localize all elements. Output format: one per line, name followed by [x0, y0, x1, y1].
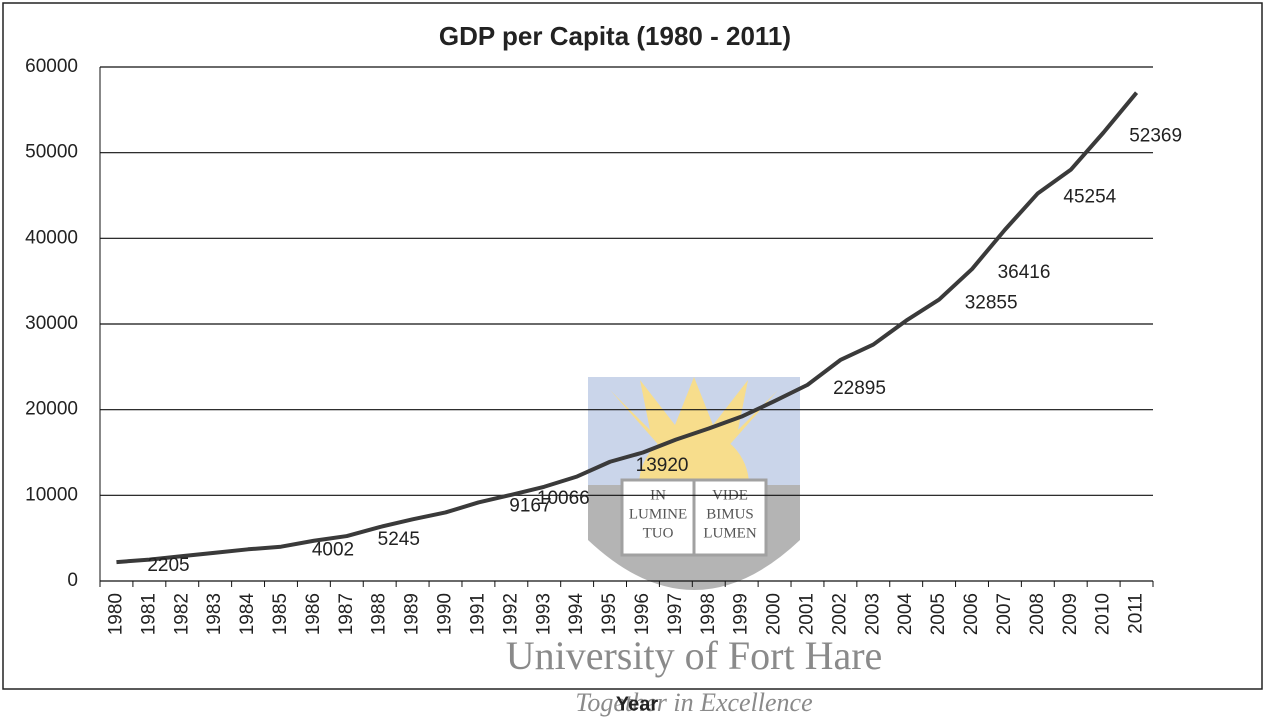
watermark-name: University of Fort Hare: [506, 633, 883, 678]
x-tick-label: 2004: [895, 593, 916, 636]
data-label: 2205: [147, 555, 189, 576]
x-tick-label: 1991: [467, 593, 488, 635]
y-tick-label: 60000: [25, 56, 78, 77]
y-tick-label: 40000: [25, 227, 78, 248]
y-tick-label: 10000: [25, 484, 78, 505]
x-tick-label: 1995: [599, 593, 620, 635]
x-tick-label: 1981: [138, 593, 159, 635]
x-tick-label: 1998: [698, 593, 719, 635]
x-tick-label: 1997: [665, 593, 686, 635]
chart-border: [2, 2, 1263, 690]
x-tick-label: 1983: [204, 593, 225, 635]
x-tick-label: 1989: [402, 593, 423, 635]
x-tick-label: 2005: [928, 593, 949, 635]
x-tick-label: 2010: [1093, 593, 1114, 635]
data-label: 52369: [1129, 125, 1182, 146]
x-tick-label: 1993: [533, 593, 554, 635]
data-label: 36416: [998, 262, 1051, 283]
watermark-book-text: LUMINE: [629, 506, 687, 522]
x-tick-label: 1996: [632, 593, 653, 635]
x-tick-label: 1985: [270, 593, 291, 635]
x-tick-label: 1999: [731, 593, 752, 635]
watermark-logo: [588, 377, 800, 590]
data-label: 22895: [833, 378, 886, 399]
x-tick-label: 2008: [1027, 593, 1048, 635]
logo-rays: [610, 377, 778, 485]
x-tick-label: 1980: [105, 593, 126, 635]
x-tick-label: 2011: [1126, 593, 1147, 634]
x-tick-label: 2003: [862, 593, 883, 635]
x-tick-label: 2006: [961, 593, 982, 635]
x-tick-label: 1987: [336, 593, 357, 635]
y-tick-label: 20000: [25, 399, 78, 420]
chart-title: GDP per Capita (1980 - 2011): [439, 21, 791, 51]
watermark-book-text: BIMUS: [706, 506, 754, 522]
data-label: 4002: [312, 540, 354, 561]
y-tick-label: 0: [67, 570, 78, 591]
data-label: 9167: [509, 495, 551, 516]
x-tick-label: 1990: [435, 593, 456, 635]
watermark-motto: Together in Excellence: [575, 688, 812, 717]
x-tick-label: 1988: [369, 593, 390, 635]
data-label: 32855: [965, 293, 1018, 314]
watermark-book-text: LUMEN: [703, 525, 756, 541]
y-tick-label: 30000: [25, 313, 78, 334]
data-label: 45254: [1063, 186, 1116, 207]
x-tick-label: 2000: [764, 593, 785, 635]
data-label: 10066: [537, 488, 590, 509]
data-label: 13920: [636, 455, 689, 476]
data-label: 5245: [378, 529, 420, 550]
x-tick-label: 1984: [237, 593, 258, 636]
x-tick-label: 2007: [994, 593, 1015, 635]
line: [116, 91, 1139, 565]
x-tick-label: 1994: [566, 593, 587, 636]
x-tick-label: 2001: [797, 593, 818, 635]
x-tick-label: 2002: [829, 593, 850, 635]
x-tick-label: 1992: [500, 593, 521, 635]
watermark-book-text: TUO: [643, 525, 674, 541]
x-tick-label: 2009: [1060, 593, 1081, 635]
x-axis-label: Year: [616, 693, 658, 715]
x-tick-label: 1982: [171, 593, 192, 635]
y-tick-label: 50000: [25, 142, 78, 163]
x-tick-label: 1986: [303, 593, 324, 635]
